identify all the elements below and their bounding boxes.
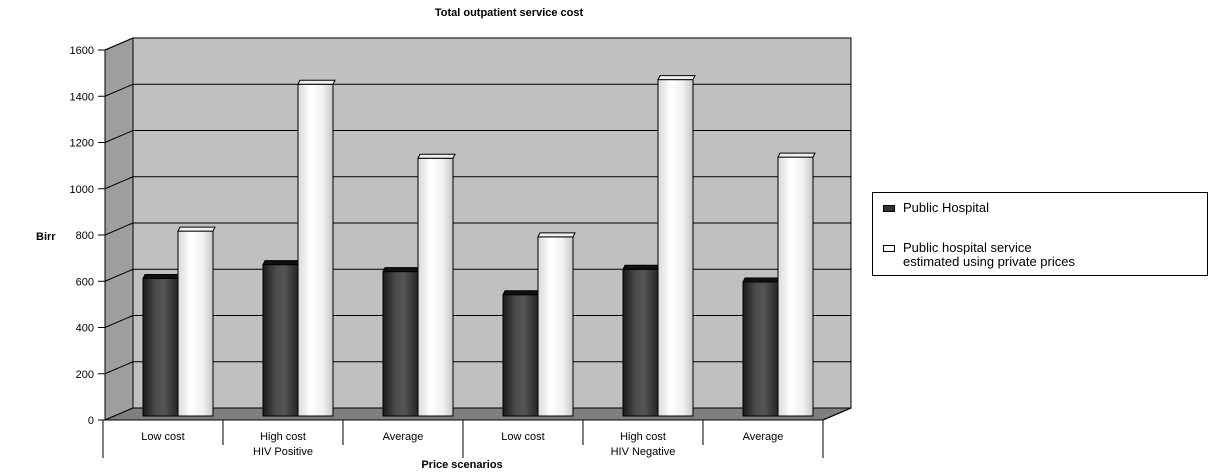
bar: [502, 294, 539, 417]
bar: [382, 271, 419, 417]
gridline-side: [104, 361, 134, 375]
x-tick-label: High cost: [260, 431, 306, 443]
y-tick-label: 1400: [70, 91, 94, 103]
bar: [417, 157, 454, 417]
y-tick-label: 0: [88, 415, 94, 427]
bar-top: [142, 274, 181, 279]
y-tick-label: 400: [76, 323, 94, 335]
bar-top: [417, 153, 456, 159]
bar: [777, 156, 814, 417]
bar-top: [177, 226, 216, 232]
bar-top: [297, 79, 336, 85]
gridline-side: [104, 37, 134, 51]
legend-swatch-dark: [883, 205, 895, 212]
x-group-label: HIV Positive: [253, 446, 313, 458]
gridline-side: [104, 83, 134, 97]
bar-top: [742, 277, 781, 283]
gridline-side: [104, 222, 134, 236]
y-tick-label: 1600: [70, 45, 94, 57]
chart-title: Total outpatient service cost: [435, 7, 584, 19]
gridline-side: [104, 268, 134, 282]
bar-top: [622, 264, 661, 270]
gridline-side: [104, 130, 134, 143]
y-axis: 0 200 400 600 800 1000 1200 1400 1600: [70, 45, 106, 427]
bar-top: [537, 232, 576, 238]
x-axis: Low cost High cost Average Low cost High cos…: [102, 407, 852, 458]
gridline-side: [104, 315, 134, 328]
x-tick-label: Average: [383, 431, 424, 443]
legend-label: Public hospital service estimated using …: [903, 240, 1075, 269]
bars: [142, 75, 816, 417]
gridline-side: [104, 176, 134, 190]
bar: [177, 230, 214, 417]
bar-top: [382, 267, 421, 273]
y-tick-label: 600: [76, 276, 94, 288]
bar: [142, 278, 179, 417]
x-tick-label: High cost: [620, 431, 666, 443]
bar: [657, 79, 694, 417]
bar: [537, 236, 574, 417]
legend-swatch-light: [883, 245, 895, 252]
gridlines: [104, 37, 851, 375]
y-tick-label: 200: [76, 369, 94, 381]
bar-top: [777, 152, 816, 158]
x-tick-label: Low cost: [501, 431, 544, 443]
x-tick-label: Low cost: [141, 431, 184, 443]
bar: [742, 281, 779, 417]
floor: [104, 407, 852, 421]
x-axis-title: Price scenarios: [421, 459, 502, 471]
bar: [297, 83, 334, 417]
y-tick-label: 1000: [70, 184, 94, 196]
bar-top: [502, 290, 541, 296]
bar: [622, 268, 659, 417]
y-tick-label: 1200: [70, 138, 94, 150]
bar-top: [262, 260, 301, 266]
x-group-label: HIV Negative: [611, 446, 676, 458]
legend: Public Hospital Public hospital service …: [872, 192, 1208, 276]
legend-label: Public Hospital: [903, 200, 989, 215]
bar-top: [657, 75, 696, 81]
x-axis-depth: [822, 407, 852, 421]
bar: [262, 264, 299, 417]
y-axis-title: Birr: [36, 231, 56, 243]
y-tick-label: 800: [76, 230, 94, 242]
x-tick-label: Average: [743, 431, 784, 443]
